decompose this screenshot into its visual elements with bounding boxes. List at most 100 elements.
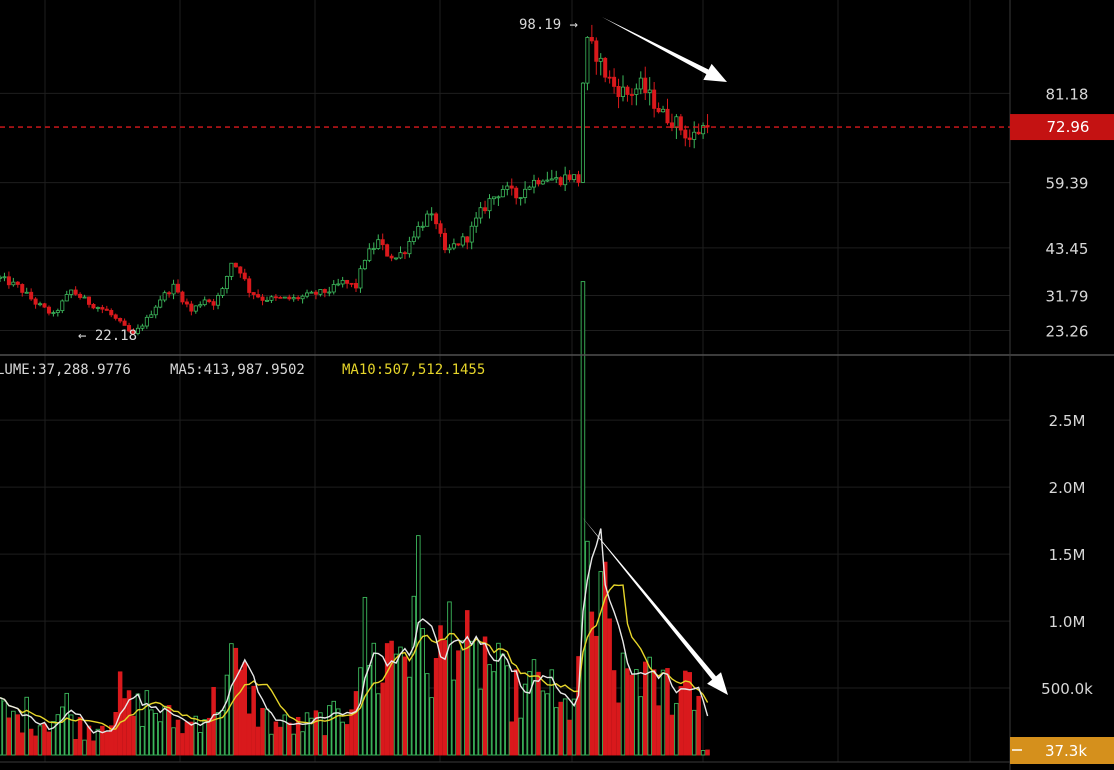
volume-bar-116	[513, 669, 519, 756]
candle-body-7	[29, 291, 34, 300]
candle-body-47	[207, 299, 212, 303]
candle-body-32	[140, 325, 145, 329]
candle-body-110	[487, 198, 492, 212]
candle-body-65	[287, 296, 292, 300]
volume-bar-81	[358, 667, 363, 756]
volume-bar-33	[144, 690, 150, 756]
volume-bar-37	[162, 705, 167, 756]
candle-body-9	[38, 303, 43, 306]
candle-body-154	[683, 129, 688, 139]
candle-body-25	[109, 310, 114, 316]
volume-bar-139	[616, 702, 621, 756]
candle-body-124	[549, 178, 554, 181]
candle-body-22	[95, 307, 100, 309]
candle-body-116	[514, 187, 519, 199]
price-axis-tick-4: 81.18	[1046, 85, 1089, 103]
candle-body-13	[55, 310, 60, 313]
candle-body-70	[309, 291, 314, 294]
candle-body-145	[643, 77, 648, 93]
candle-body-87	[385, 244, 390, 257]
volume-bar-13	[55, 714, 61, 756]
volume-bar-122	[540, 690, 546, 756]
volume-bar-107	[473, 638, 479, 756]
candle-body-148	[656, 107, 661, 113]
candle-body-34	[149, 314, 154, 318]
volume-bar-16	[68, 714, 74, 756]
candle-body-102	[451, 243, 456, 249]
volume-bar-8	[33, 735, 38, 756]
volume-bar-4	[15, 714, 21, 756]
volume-bar-15	[64, 692, 69, 756]
volume-bar-136	[602, 561, 608, 756]
volume-bar-39	[171, 727, 176, 756]
candle-body-66	[291, 297, 296, 300]
volume-bar-26	[113, 712, 118, 756]
volume-bar-127	[562, 698, 568, 756]
candle-body-50	[220, 288, 225, 296]
ma5-line	[0, 528, 709, 734]
volume-bar-47	[206, 717, 212, 756]
volume-bar-135	[598, 571, 604, 756]
candle-body-91	[402, 252, 407, 255]
candle-body-157	[696, 131, 701, 135]
volume-axis-tick-3: 2.0M	[1049, 479, 1086, 497]
volume-bar-17	[73, 738, 78, 756]
volume-bar-73	[322, 735, 328, 756]
candle-body-44	[193, 305, 198, 312]
volume-axis-tick-4: 2.5M	[1049, 412, 1086, 430]
volume-bar-42	[184, 721, 190, 756]
volume-bar-87	[384, 643, 390, 756]
price-axis-tick-3: 59.39	[1046, 175, 1089, 193]
volume-bar-19	[82, 739, 87, 756]
candle-body-133	[589, 37, 594, 42]
volume-bar-63	[278, 726, 283, 756]
candle-body-131	[580, 82, 585, 183]
volume-axis: 500.0k 1.0M 1.5M 2.0M 2.5M	[1041, 412, 1093, 698]
volume-bar-133	[589, 611, 595, 756]
candle-body-6	[24, 291, 29, 294]
candle-body-29	[127, 325, 132, 332]
candle-body-49	[216, 295, 221, 306]
volume-bar-100	[442, 640, 448, 756]
candle-body-115	[509, 185, 514, 189]
volume-bar-80	[353, 691, 359, 756]
volume-bar-9	[37, 725, 43, 756]
volume-bar-113	[500, 653, 506, 756]
ma-lines	[0, 528, 709, 734]
volume-bars	[0, 281, 710, 756]
volume-bar-84	[371, 642, 377, 756]
candle-body-106	[469, 225, 474, 243]
candle-body-149	[661, 108, 666, 113]
volume-bar-2	[6, 717, 12, 756]
candle-body-61	[269, 296, 274, 301]
candle-body-85	[376, 239, 381, 249]
volume-bar-0	[0, 697, 3, 756]
volume-bar-115	[509, 721, 515, 756]
volume-trend-arrow	[582, 517, 728, 695]
candle-body-146	[647, 89, 652, 93]
volume-bar-151	[669, 714, 675, 756]
candle-body-1	[2, 276, 7, 279]
volume-bar-54	[238, 669, 243, 756]
candle-body-97	[429, 213, 434, 216]
volume-bar-72	[318, 712, 323, 756]
candle-body-30	[131, 330, 136, 334]
volume-bar-96	[424, 673, 430, 756]
candle-body-26	[113, 314, 118, 319]
candle-body-93	[411, 236, 416, 242]
grid	[0, 0, 1010, 762]
volume-bar-5	[20, 732, 25, 756]
candle-body-104	[460, 236, 465, 246]
candle-body-82	[362, 259, 367, 270]
volume-bar-119	[527, 671, 532, 756]
volume-bar-121	[536, 671, 541, 756]
volume-bar-144	[638, 696, 644, 756]
candle-body-5	[20, 284, 25, 293]
volume-bar-58	[255, 726, 261, 756]
candle-body-113	[500, 189, 505, 198]
volume-bar-123	[545, 693, 550, 756]
volume-bar-83	[367, 664, 372, 756]
candle-body-151	[669, 122, 674, 128]
legend-ma10: MA10:507,512.1455	[342, 362, 485, 378]
volume-bar-53	[233, 647, 239, 756]
